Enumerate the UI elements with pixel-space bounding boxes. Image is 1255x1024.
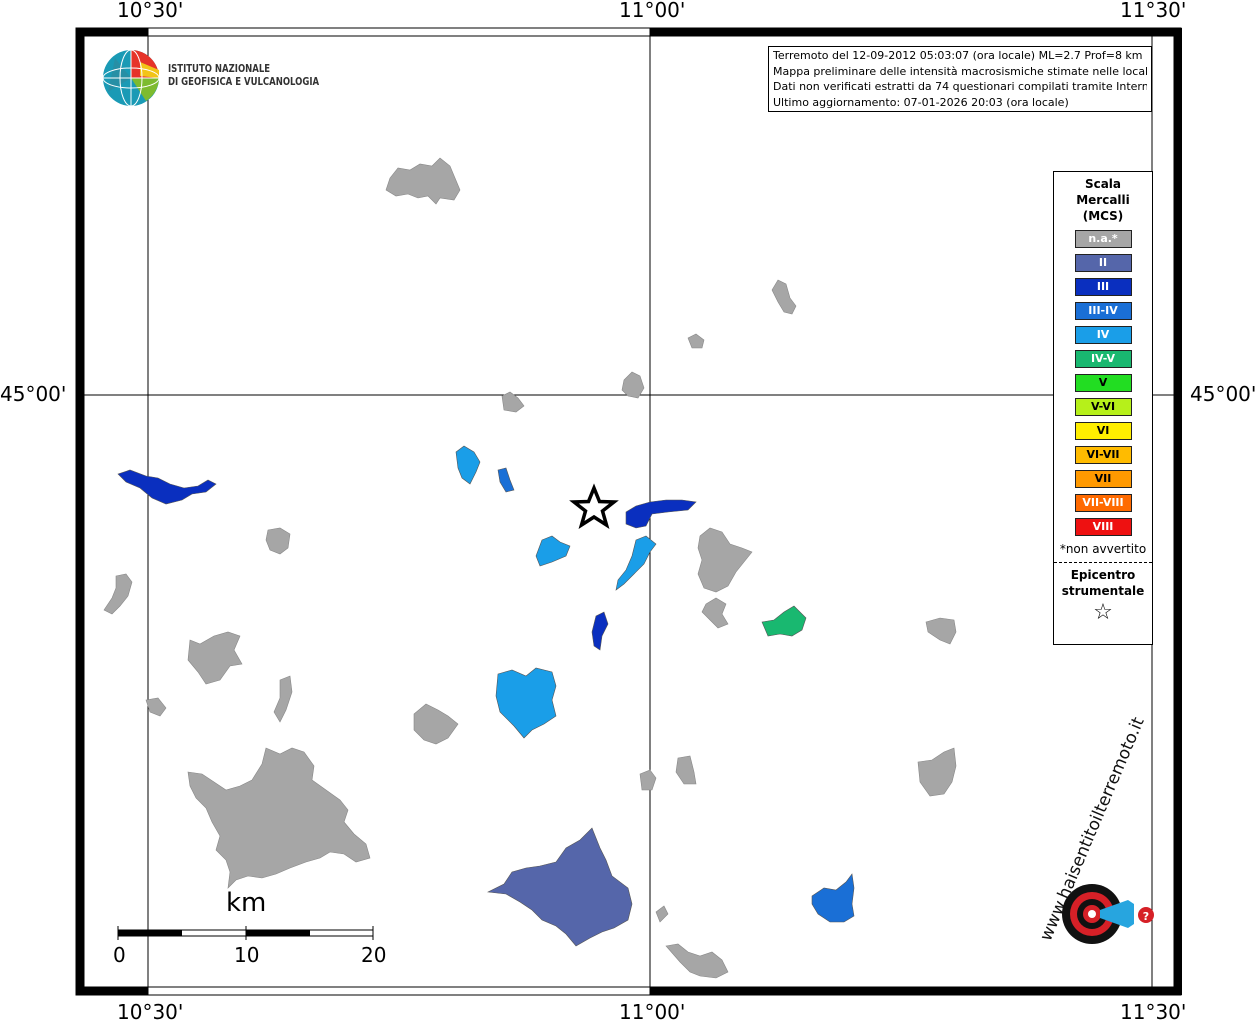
- legend-item: III-IV: [1074, 302, 1132, 320]
- legend-star-icon: ☆: [1093, 600, 1113, 625]
- municipality-iv: [615, 535, 657, 591]
- municipality-iv: [455, 445, 481, 485]
- municipality-na: [697, 527, 753, 593]
- municipality-iv: [495, 667, 557, 739]
- municipality-ii: [486, 827, 633, 947]
- municipality-na: [925, 617, 957, 645]
- legend-divider: [1054, 562, 1152, 563]
- municipality-na: [917, 747, 957, 797]
- municipalities-intensity: [117, 445, 855, 947]
- scale-label-0: 0: [113, 943, 126, 967]
- legend-item: II: [1074, 254, 1132, 272]
- legend-item: V-VI: [1074, 398, 1132, 416]
- event-info-line: Mappa preliminare delle intensità macros…: [773, 64, 1147, 78]
- legend-item: n.a.*: [1074, 230, 1132, 248]
- municipality-na: [187, 631, 243, 685]
- event-info-line: Dati non verificati estratti da 74 quest…: [773, 80, 1147, 93]
- epicenter-star-icon: [569, 483, 619, 529]
- coord-bottom-3: 11°30': [1120, 1000, 1187, 1024]
- municipality-na: [273, 675, 293, 723]
- event-info-box: Terremoto del 12-09-2012 05:03:07 (ora l…: [768, 46, 1152, 112]
- municipality-iv-v: [761, 605, 807, 637]
- municipality-na: [675, 755, 697, 785]
- coord-bottom-2: 11°00': [619, 1000, 686, 1024]
- municipality-iii: [591, 611, 609, 651]
- municipality-na: [665, 943, 729, 979]
- municipality-na: [501, 391, 525, 413]
- event-info-line: Ultimo aggiornamento: 07-01-2026 20:03 (…: [773, 95, 1069, 109]
- municipality-na: [639, 769, 657, 791]
- legend-item: VIII: [1074, 518, 1132, 536]
- coord-bottom-1: 10°30': [117, 1000, 184, 1024]
- mcs-legend: Scala Mercalli (MCS) n.a.* II III III-IV IV I…: [1053, 171, 1153, 645]
- municipality-na: [103, 573, 133, 615]
- municipality-iv: [535, 535, 571, 567]
- legend-item: IV-V: [1074, 350, 1132, 368]
- legend-item: VI-VII: [1074, 446, 1132, 464]
- municipality-na: [701, 597, 729, 629]
- municipality-iii: [625, 499, 697, 529]
- legend-item: III: [1074, 278, 1132, 296]
- hsit-logo-icon: ?: [1062, 884, 1154, 944]
- legend-epicenter-label: Epicentro strumentale: [1061, 568, 1145, 598]
- municipality-na: [771, 279, 797, 315]
- municipality-na: [655, 905, 669, 923]
- municipality-na: [385, 157, 461, 205]
- coord-right: 45°00': [1190, 382, 1255, 406]
- legend-note: *non avvertito: [1059, 542, 1147, 556]
- scale-label-20: 20: [361, 943, 387, 967]
- municipality-na: [687, 333, 705, 349]
- municipality-iii-iv: [497, 467, 515, 493]
- coord-left: 45°00': [0, 382, 67, 406]
- legend-item: V: [1074, 374, 1132, 392]
- municipality-na: [413, 703, 459, 745]
- municipality-na: [145, 697, 167, 717]
- legend-item: VII-VIII: [1074, 494, 1132, 512]
- coord-top-1: 10°30': [117, 0, 184, 22]
- legend-item: VI: [1074, 422, 1132, 440]
- municipality-na: [621, 371, 645, 399]
- svg-text:?: ?: [1143, 910, 1149, 923]
- event-info-line: Terremoto del 12-09-2012 05:03:07 (ora l…: [773, 49, 1143, 62]
- scale-bar: [117, 926, 374, 940]
- scale-label-10: 10: [234, 943, 260, 967]
- legend-item: IV: [1074, 326, 1132, 344]
- municipality-iii: [117, 469, 217, 505]
- ingv-logo-text: ISTITUTO NAZIONALE DI GEOFISICA E VULCAN…: [168, 63, 320, 88]
- municipality-na: [265, 527, 291, 555]
- scale-unit: km: [226, 888, 267, 918]
- municipality-na: [187, 747, 371, 889]
- legend-title: Scala Mercalli (MCS): [1076, 177, 1130, 223]
- municipalities-na: [103, 157, 957, 979]
- municipality-iii-iv: [811, 873, 855, 923]
- ingv-logo-icon: [102, 49, 160, 107]
- legend-item: VII: [1074, 470, 1132, 488]
- coord-top-2: 11°00': [619, 0, 686, 22]
- coord-top-3: 11°30': [1120, 0, 1187, 22]
